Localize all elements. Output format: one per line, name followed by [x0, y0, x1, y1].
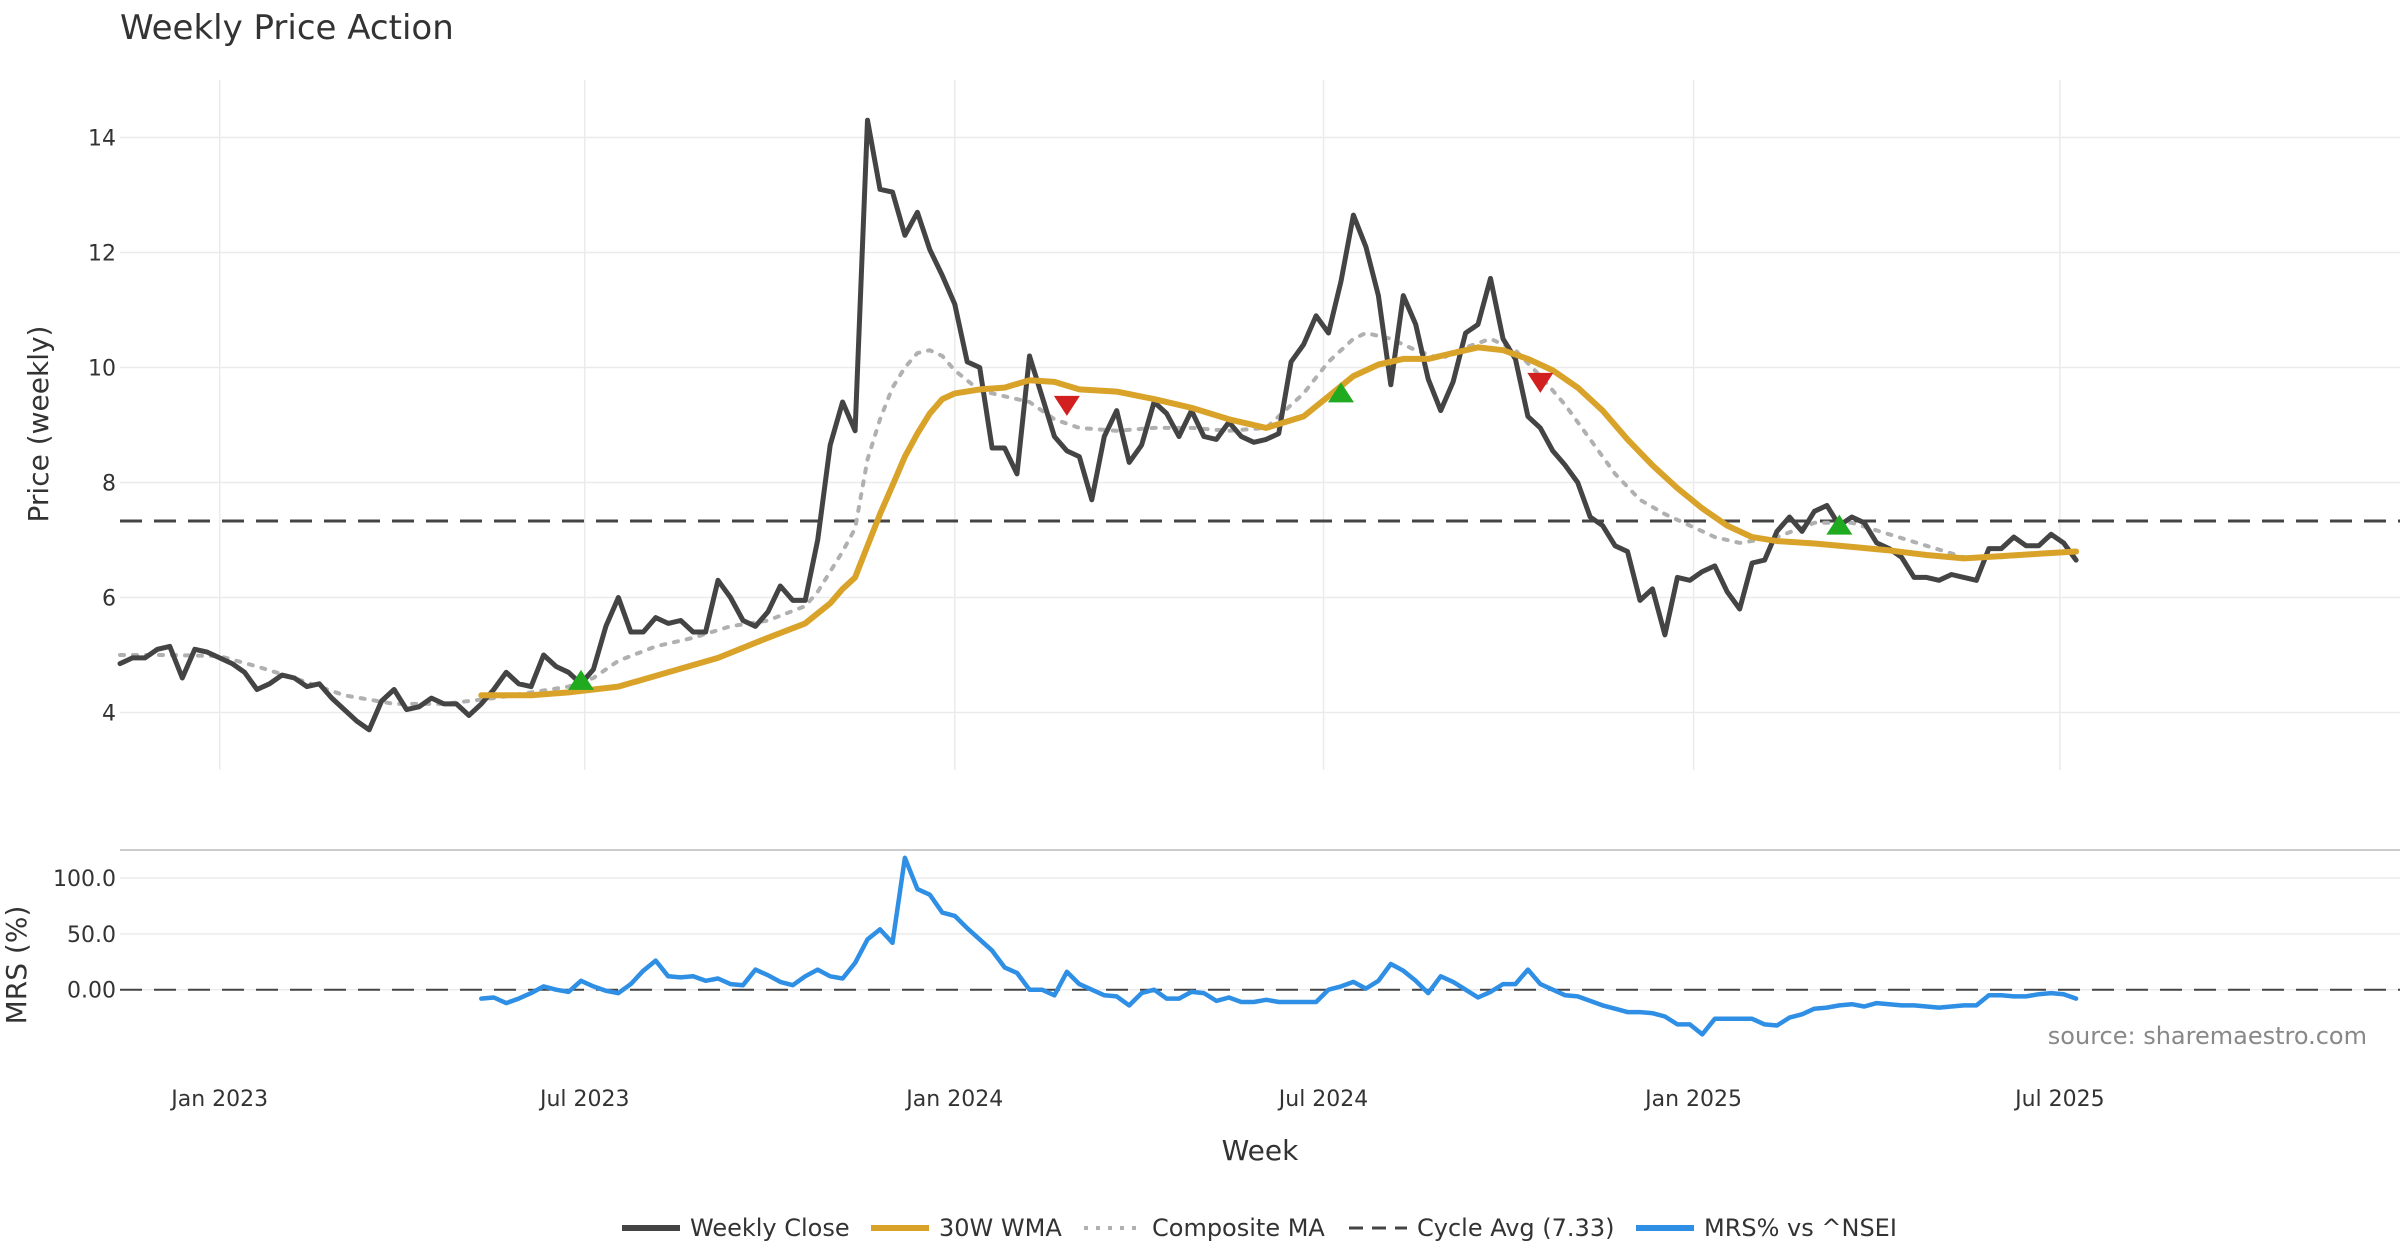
x-tick-label: Jan 2023 — [169, 1087, 268, 1112]
series-lines — [117, 117, 2080, 1037]
mrs-y-tick-label: 100.0 — [53, 867, 116, 892]
x-tick-label: Jul 2025 — [2013, 1087, 2105, 1112]
mrs-vs-nsei-line — [479, 855, 2079, 1037]
legend-label: Weekly Close — [690, 1214, 850, 1242]
buy-signal-marker — [1826, 514, 1853, 535]
legend-label: Cycle Avg (7.33) — [1417, 1214, 1614, 1242]
legend-label: Composite MA — [1152, 1214, 1325, 1242]
x-tick-labels: Jan 2023 Jul 2023 Jan 2024 Jul 2024 Jan 2025… — [169, 1087, 2104, 1112]
x-tick-label: Jan 2025 — [1643, 1087, 1742, 1112]
legend-label: MRS% vs ^NSEI — [1704, 1214, 1897, 1242]
mrs-panel-grid — [120, 877, 2400, 991]
price-y-tick-label: 4 — [102, 702, 116, 727]
mrs-y-tick-label: 50.0 — [67, 923, 116, 948]
weekly-close-line — [117, 117, 2079, 733]
price-y-tick-label: 12 — [88, 242, 116, 267]
sell-signal-marker — [1527, 372, 1554, 393]
mrs-y-tick-label: 0.00 — [67, 979, 116, 1004]
mrs-y-axis-title: MRS (%) — [0, 906, 33, 1025]
buy-signal-marker — [567, 669, 594, 690]
x-axis-title: Week — [1222, 1134, 1299, 1167]
chart-title: Weekly Price Action — [120, 8, 454, 48]
sell-signal-marker — [1053, 395, 1080, 416]
x-tick-label: Jul 2024 — [1277, 1087, 1369, 1112]
legend: Weekly Close 30W WMA Composite MA Cycle Avg… — [622, 1214, 1897, 1242]
price-y-tick-label: 8 — [102, 472, 116, 497]
price-y-tick-label: 6 — [102, 587, 116, 612]
source-label: source: sharemaestro.com — [2048, 1022, 2367, 1050]
price-y-tick-label: 14 — [88, 127, 116, 152]
price-y-axis-title: Price (weekly) — [22, 326, 55, 523]
buy-signal-marker — [1327, 382, 1354, 403]
price-y-tick-labels: 4 6 8 10 12 14 — [88, 127, 116, 727]
mrs-y-tick-labels: 0.00 50.0 100.0 — [53, 867, 116, 1004]
price-panel-grid — [120, 80, 2400, 770]
composite-ma-line — [118, 331, 2079, 706]
x-tick-label: Jan 2024 — [904, 1087, 1003, 1112]
legend-label: 30W WMA — [939, 1214, 1062, 1242]
price-y-tick-label: 10 — [88, 357, 116, 382]
30w-wma-line — [478, 344, 2080, 699]
signal-markers — [567, 372, 1853, 690]
x-tick-label: Jul 2023 — [538, 1087, 630, 1112]
